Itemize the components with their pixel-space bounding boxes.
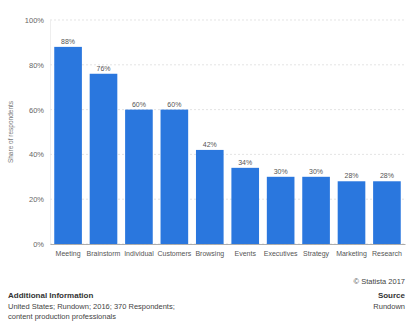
y-axis-title: Share of respondents <box>7 100 15 163</box>
x-tick-label: Individual <box>124 250 154 257</box>
x-tick: Marketing <box>336 244 367 258</box>
plot: 0% 20% 40% 60% 80% 100% Meeting BrainstormIndiv… <box>25 16 406 258</box>
info-line: content production professionals <box>8 312 116 321</box>
data-label: 28% <box>344 172 358 179</box>
y-tick: 20% <box>29 195 50 204</box>
bar <box>302 177 330 244</box>
y-tick: 0% <box>33 240 50 249</box>
bar <box>231 168 259 244</box>
data-label: 42% <box>203 141 217 148</box>
data-label: 76% <box>96 65 110 72</box>
x-tick: Strategy <box>303 244 330 258</box>
bars <box>54 47 400 244</box>
x-tick: Research <box>372 244 402 257</box>
y-tick-label: 40% <box>29 150 44 159</box>
bar <box>373 181 401 244</box>
data-labels: 88% 76% 60% 60% 42% 34% 30% 30% 28% 28% <box>61 38 394 179</box>
y-axis-line <box>50 21 51 245</box>
x-tick-label: Marketing <box>336 250 367 258</box>
y-tick: 60% <box>29 106 50 115</box>
x-axis: Meeting BrainstormIndividualCustomers Brow… <box>51 244 406 258</box>
x-axis-line <box>51 244 406 245</box>
x-tick-label: Browsing <box>195 250 224 258</box>
bar <box>267 177 295 244</box>
x-tick-label: Customers <box>157 250 191 257</box>
x-tick: Meeting <box>56 244 81 258</box>
grid-line <box>50 20 405 21</box>
x-tick: Events <box>235 244 257 257</box>
info-title: Additional Information <box>8 291 93 300</box>
x-tick: Individual <box>124 244 154 257</box>
bar <box>90 74 118 244</box>
data-label: 30% <box>274 168 288 175</box>
chart: 0% 20% 40% 60% 80% 100% Meeting BrainstormIndiv… <box>0 0 413 324</box>
x-tick-label: Research <box>372 250 402 257</box>
y-tick-label: 100% <box>25 16 45 25</box>
x-tick-label: Events <box>235 250 257 257</box>
data-label: 34% <box>238 159 252 166</box>
y-axis: 0% 20% 40% 60% 80% 100% <box>25 16 51 249</box>
bar <box>338 181 366 244</box>
x-tick: Browsing <box>195 244 224 258</box>
y-tick-label: 60% <box>29 106 44 115</box>
x-tick-label: Executives <box>264 250 298 257</box>
source: Rundown <box>373 302 405 311</box>
bar <box>125 110 153 244</box>
data-label: 60% <box>167 101 181 108</box>
bar <box>54 47 82 244</box>
y-tick-label: 0% <box>33 240 44 249</box>
bar <box>196 150 224 244</box>
data-label: 88% <box>61 38 75 45</box>
data-label: 30% <box>309 168 323 175</box>
data-label: 28% <box>380 172 394 179</box>
y-tick: 100% <box>25 16 50 25</box>
x-tick: Executives <box>264 244 298 257</box>
y-tick: 40% <box>29 150 50 159</box>
data-label: 60% <box>132 101 146 108</box>
x-tick: Customers <box>157 244 191 257</box>
y-tick: 80% <box>29 61 50 70</box>
source-title: Source <box>378 291 406 300</box>
y-tick-label: 20% <box>29 195 44 204</box>
x-tick-label: Meeting <box>56 250 81 258</box>
info-line: United States; Rundown; 2016; 370 Respon… <box>8 302 175 311</box>
footer: © Statista 2017 Additional Information Uni… <box>8 277 406 321</box>
y-tick-label: 80% <box>29 61 44 70</box>
copyright: © Statista 2017 <box>354 277 405 286</box>
grid <box>50 20 405 244</box>
bar <box>161 110 189 244</box>
x-tick-label: Strategy <box>303 250 330 258</box>
x-tick: Brainstorm <box>87 244 121 257</box>
x-tick-label: Brainstorm <box>87 250 121 257</box>
